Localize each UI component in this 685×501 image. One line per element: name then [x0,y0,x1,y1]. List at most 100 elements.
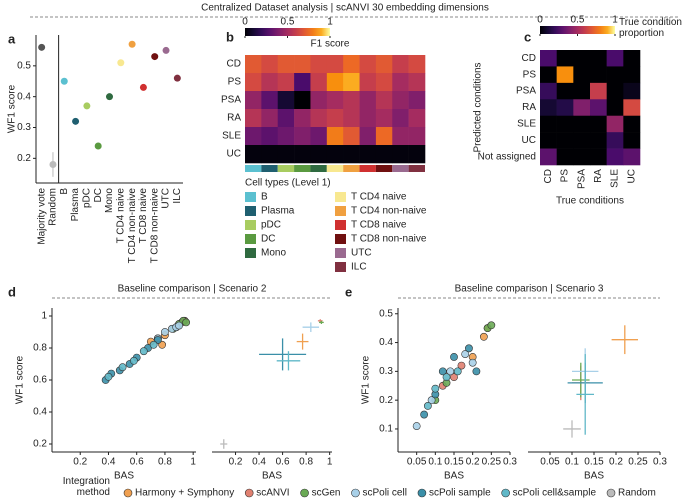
x-tick-label: 0.2 [229,457,243,468]
cell-type-strip [392,165,409,172]
row-label: RA [522,102,536,113]
panel-letter: b [226,29,234,44]
heat-cell [623,115,641,133]
x-tick-label: pDC [82,188,93,208]
heat-cell [408,55,426,74]
heat-cell [326,145,344,164]
x-axis-label: BAS [584,471,604,482]
heat-cell [540,66,557,84]
dot [162,46,170,54]
heat-cell [540,148,557,166]
legend-marker [606,488,616,498]
heat-cell [375,127,393,146]
dot [94,142,102,150]
cell-type-strip [294,165,311,172]
heat-cell [590,82,607,100]
y-tick-label: 0.3 [379,366,393,377]
heat-cell [392,91,409,110]
point [420,410,429,419]
heat-cell [573,66,591,84]
legend-marker [244,488,254,498]
panel-title: Baseline comparison | Scenario 2 [118,284,267,295]
heat-cell [573,82,591,100]
colorbar [540,26,615,34]
dot [60,77,68,85]
legend-marker [123,488,133,498]
heat-cell [392,145,409,164]
heat-cell [408,73,426,92]
dot [72,117,80,125]
legend-label: scANVI [256,488,289,499]
y-tick-label: 0.2 [33,439,47,450]
column-label: PS [560,169,571,183]
heat-cell [590,99,607,117]
dot [173,74,181,82]
y-tick-label: 0.2 [379,395,393,406]
legend-swatch [335,206,346,216]
point [457,361,466,370]
heat-cell [408,91,426,110]
panel-letter: c [524,29,531,44]
heat-cell [343,109,360,128]
x-tick-label: 0.2 [73,457,87,468]
legend-label: scPoli cell&sample [513,488,597,499]
x-tick-label: 0.8 [299,457,313,468]
heat-cell [277,109,295,128]
heat-cell [556,99,574,117]
heat-cell [573,99,591,117]
x-tick-label: ILC [172,188,183,204]
x-axis-label: BAS [262,471,282,482]
heat-cell [606,115,624,133]
heat-cell [245,109,262,128]
x-tick-label: Mono [104,188,115,213]
legend-marker [351,488,360,498]
heat-cell [326,109,344,128]
heat-cell [556,115,574,133]
heat-cell [623,50,641,67]
heat-cell [540,50,557,67]
y-tick-label: 0.5 [17,60,31,71]
x-tick-label: 0.1 [428,457,442,468]
column-label: RA [593,169,604,183]
y-tick-label: 1 [41,311,47,322]
heat-cell [606,82,624,100]
dot [106,93,113,101]
legend-label: T CD8 naive [351,220,407,231]
cell-type-strip [359,165,376,172]
column-label: SLE [610,169,621,188]
heat-cell [294,145,311,164]
cell-type-strip [261,165,278,172]
point [461,350,470,358]
colorbar-tick-label: 0 [242,17,248,28]
heat-cell [277,91,295,110]
point [453,367,462,376]
heat-cell [245,145,262,164]
heat-cell [245,55,262,74]
heat-cell [392,109,409,128]
cell-type-strip [277,165,295,172]
y-tick-label: 0.3 [17,122,31,133]
y-axis-label: Predicted conditions [473,62,484,152]
heat-cell [245,127,262,146]
colorbar-tick-label: 0.5 [571,15,585,26]
cell-type-strip [408,165,425,172]
heat-cell [310,55,328,74]
heat-cell [343,55,360,74]
heat-cell [556,132,574,149]
heat-cell [623,82,641,100]
point [139,347,148,356]
row-label: PS [228,77,242,88]
legend-swatch [245,192,256,202]
legend-label: Random [618,488,656,499]
heat-cell [359,109,377,128]
y-tick-label: 0.4 [379,337,393,348]
heat-cell [392,127,409,146]
legend-title: Cell types (Level 1) [245,178,331,189]
heat-cell [375,55,393,74]
heat-cell [294,73,311,92]
heat-cell [261,127,279,146]
x-tick-label: 0.1 [565,457,579,468]
heat-cell [277,55,295,74]
x-tick-label: 0.25 [628,457,648,468]
heat-cell [277,127,295,146]
